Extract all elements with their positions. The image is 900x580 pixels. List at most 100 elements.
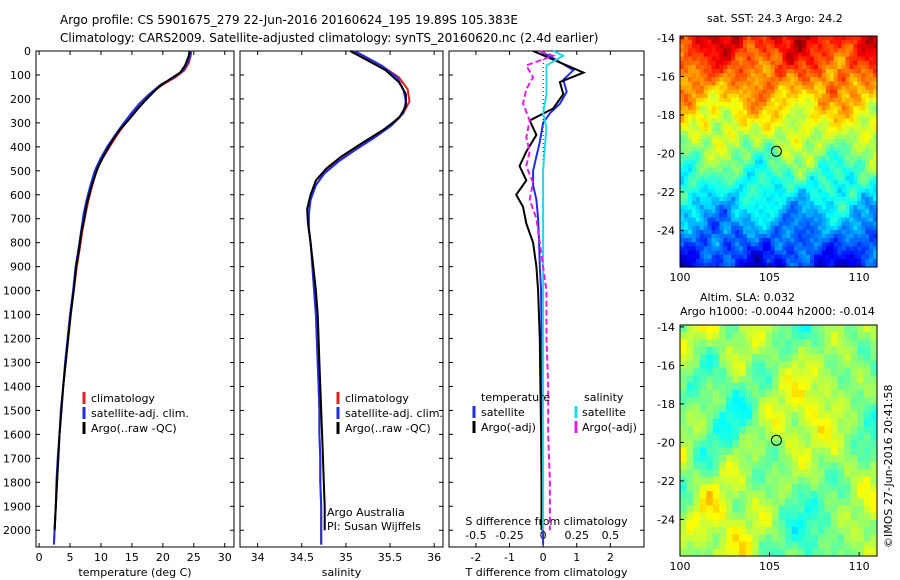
heatmap-cell [778, 201, 784, 206]
heatmap-cell [771, 382, 780, 391]
heatmap-cell [732, 505, 740, 514]
heatmap-cell [782, 225, 787, 231]
heatmap-cell [711, 172, 717, 177]
heatmap-cell [869, 89, 874, 95]
heatmap-cell [825, 114, 831, 120]
heatmap-cell [752, 548, 760, 557]
heatmap-cell [857, 192, 862, 198]
heatmap-cell [778, 81, 784, 87]
heatmap-cell [798, 40, 803, 45]
heatmap-cell [829, 254, 835, 260]
heatmap-cell [804, 505, 812, 514]
heatmap-cell [680, 106, 685, 111]
heatmap-cell [691, 242, 697, 247]
heatmap-cell [786, 176, 791, 181]
heatmap-cell [680, 48, 685, 54]
heatmap-cell [774, 254, 780, 260]
heatmap-cell [861, 126, 866, 132]
heatmap-cell [811, 548, 819, 557]
heatmap-cell [707, 262, 713, 268]
heatmap-cell [841, 135, 847, 140]
heatmap-cell [731, 102, 736, 107]
heatmap-cell [794, 118, 799, 124]
heatmap-cell [695, 209, 701, 214]
heatmap-cell [735, 147, 740, 153]
heatmap-cell [778, 346, 786, 355]
heatmap-cell [841, 147, 847, 153]
heatmap-cell [680, 389, 688, 398]
heatmap-cell [711, 69, 717, 74]
heatmap-cell [715, 81, 720, 87]
heatmap-cell [794, 77, 799, 82]
heatmap-cell [727, 73, 732, 78]
heatmap-cell [752, 397, 760, 406]
heatmap-cell [719, 201, 724, 206]
heatmap-cell [833, 168, 839, 173]
heatmap-cell [687, 97, 693, 103]
heatmap-cell [723, 151, 728, 157]
heatmap-cell [686, 548, 694, 557]
heatmap-cell [731, 258, 736, 264]
heatmap-cell [837, 491, 845, 499]
heatmap-cell [824, 346, 832, 355]
heatmap-cell [806, 151, 811, 157]
heatmap-cell [727, 48, 732, 54]
heatmap-cell [758, 505, 766, 514]
heatmap-cell [691, 56, 697, 62]
heatmap-cell [774, 89, 780, 95]
heatmap-cell [806, 97, 811, 103]
heatmap-cell [837, 346, 845, 355]
heatmap-cell [778, 221, 784, 227]
heatmap-cell [833, 163, 839, 169]
heatmap-cell [758, 155, 764, 161]
heatmap-cell [833, 184, 839, 190]
heatmap-cell [790, 242, 795, 247]
heatmap-cell [870, 519, 878, 528]
heatmap-cell [766, 44, 772, 49]
heatmap-cell [680, 97, 685, 103]
heatmap-cell [810, 118, 815, 124]
heatmap-cell [758, 64, 764, 70]
heatmap-cell [790, 56, 795, 62]
heatmap-cell [687, 151, 693, 157]
heatmap-cell [869, 64, 874, 70]
heatmap-cell [774, 56, 780, 62]
heatmap-cell [693, 548, 701, 557]
heatmap-cell [806, 122, 811, 128]
heatmap-cell [844, 454, 852, 463]
heatmap-cell [794, 209, 799, 214]
heatmap-cell [745, 426, 753, 434]
heatmap-cell [758, 56, 764, 62]
heatmap-cell [782, 151, 787, 157]
heatmap-cell [725, 418, 734, 427]
heatmap-cell [680, 192, 685, 198]
heatmap-cell [831, 332, 839, 341]
heatmap-cell [845, 163, 851, 169]
heatmap-cell [813, 135, 819, 140]
heatmap-cell [774, 159, 780, 165]
heatmap-cell [693, 534, 701, 543]
heatmap-cell [825, 163, 831, 169]
heatmap-cell [861, 130, 866, 136]
heatmap-cell [774, 97, 780, 103]
heatmap-cell [727, 85, 732, 91]
heatmap-cell [754, 155, 760, 161]
heatmap-cell [817, 64, 823, 70]
heatmap-cell [821, 176, 827, 181]
heatmap-cell [743, 258, 748, 264]
heatmap-cell [732, 375, 740, 384]
heatmap-cell [680, 69, 685, 74]
heatmap-cell [719, 411, 727, 420]
heatmap-cell [686, 505, 694, 514]
heatmap-cell [683, 73, 689, 78]
heatmap-cell [715, 139, 720, 144]
heatmap-cell [750, 217, 756, 223]
heatmap-cell [693, 325, 701, 333]
heatmap-cell [806, 135, 811, 140]
heatmap-cell [817, 147, 823, 153]
heatmap-cell [732, 353, 740, 362]
heatmap-cell [727, 234, 732, 239]
heatmap-cell [782, 254, 787, 260]
heatmap-cell [849, 85, 854, 91]
heatmap-cell [727, 102, 732, 107]
